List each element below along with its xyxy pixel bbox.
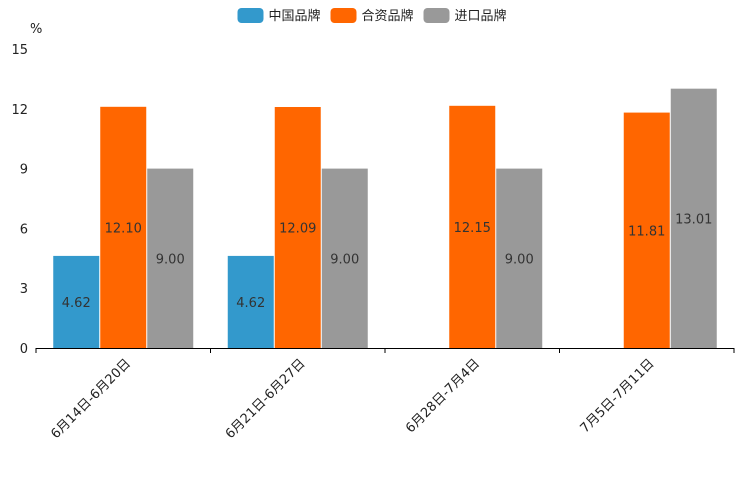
y-tick-label: 12 [11, 103, 28, 118]
bar [496, 168, 543, 348]
y-unit-label: % [30, 22, 42, 37]
bar [321, 168, 368, 348]
legend-label[interactable]: 进口品牌 [455, 8, 507, 24]
bar [147, 168, 194, 348]
bar [227, 255, 274, 348]
bar [623, 112, 670, 348]
x-tick-label: 7月5日-7月11日 [578, 356, 658, 436]
data-label: 13.01 [675, 212, 712, 227]
data-label: 4.62 [236, 296, 265, 311]
bar [53, 255, 100, 348]
x-tick-label: 6月14日-6月20日 [48, 356, 134, 442]
bar [274, 107, 321, 348]
data-label: 9.00 [156, 252, 185, 267]
data-label: 9.00 [330, 252, 359, 267]
bar [449, 105, 496, 348]
data-label: 12.10 [105, 221, 142, 236]
legend-label[interactable]: 合资品牌 [362, 8, 414, 24]
data-label: 11.81 [628, 224, 665, 239]
x-tick-label: 6月21日-6月27日 [223, 356, 309, 442]
legend: 中国品牌 合资品牌 进口品牌 [237, 8, 507, 24]
legend-swatch [237, 8, 264, 23]
y-tick-label: 3 [20, 282, 28, 297]
data-label: 9.00 [505, 252, 534, 267]
y-tick-label: 15 [11, 43, 28, 58]
bar [670, 88, 717, 349]
x-axis: 6月14日-6月20日 6月21日-6月27日 6月28日-7月4日 7月5日-7月1… [35, 348, 735, 442]
y-tick-label: 9 [20, 163, 28, 178]
bars: 4.62 12.10 9.00 4.62 12.09 9.00 12.15 9.00 11.81… [53, 88, 717, 349]
data-label: 12.09 [279, 222, 316, 237]
bar [100, 106, 147, 348]
legend-label[interactable]: 中国品牌 [269, 8, 321, 24]
data-label: 12.15 [454, 221, 491, 236]
y-tick-label: 6 [20, 222, 28, 237]
x-tick-label: 6月28日-7月4日 [403, 356, 483, 436]
legend-swatch [423, 8, 450, 23]
y-axis: 0 3 6 9 12 15 [11, 43, 28, 357]
y-tick-label: 0 [20, 342, 28, 357]
legend-swatch [330, 8, 357, 23]
data-label: 4.62 [62, 296, 91, 311]
